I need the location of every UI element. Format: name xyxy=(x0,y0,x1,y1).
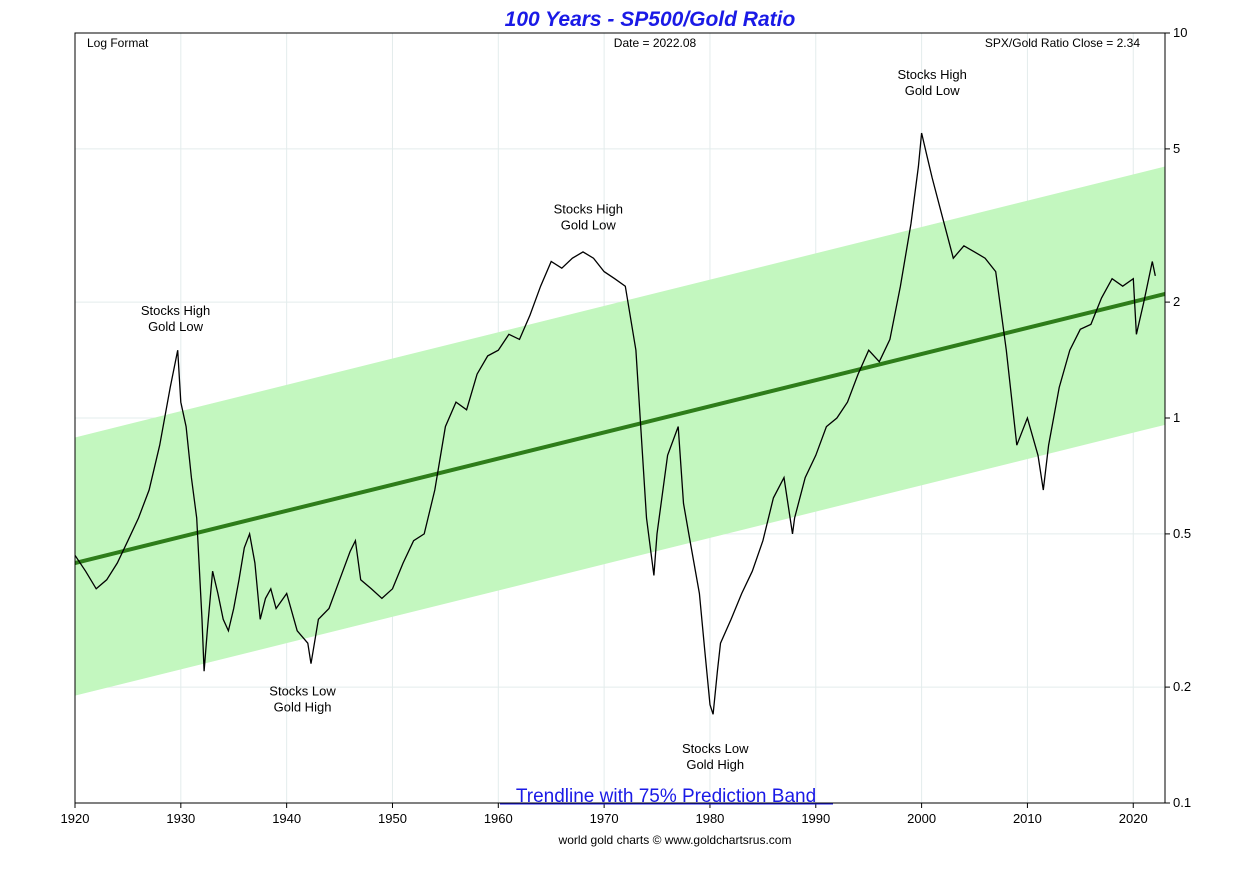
annotation-line2: Gold Low xyxy=(148,319,204,334)
y-tick-label: 2 xyxy=(1173,294,1180,309)
y-tick-label: 0.5 xyxy=(1173,526,1191,541)
x-tick-label: 1990 xyxy=(801,811,830,826)
x-tick-label: 2000 xyxy=(907,811,936,826)
x-tick-label: 1960 xyxy=(484,811,513,826)
close-value-label: SPX/Gold Ratio Close = 2.34 xyxy=(985,36,1140,50)
log-format-label: Log Format xyxy=(87,36,149,50)
footer-credit: world gold charts © www.goldchartsrus.co… xyxy=(558,833,792,847)
annotation-line1: Stocks Low xyxy=(682,741,749,756)
y-tick-label: 0.2 xyxy=(1173,679,1191,694)
annotation-line2: Gold Low xyxy=(561,217,617,232)
x-tick-label: 1950 xyxy=(378,811,407,826)
x-tick-label: 1920 xyxy=(61,811,90,826)
x-tick-label: 1930 xyxy=(166,811,195,826)
annotation-line1: Stocks High xyxy=(554,201,623,216)
x-tick-label: 2010 xyxy=(1013,811,1042,826)
annotation-line2: Gold High xyxy=(686,757,744,772)
chart-title: 100 Years - SP500/Gold Ratio xyxy=(505,8,796,31)
prediction-band xyxy=(75,166,1165,696)
y-tick-label: 5 xyxy=(1173,141,1180,156)
x-tick-label: 1980 xyxy=(695,811,724,826)
annotation-line1: Stocks High xyxy=(141,303,210,318)
ratio-series-line xyxy=(74,132,1156,715)
date-label: Date = 2022.08 xyxy=(614,36,697,50)
y-tick-label: 1 xyxy=(1173,410,1180,425)
x-tick-label: 1970 xyxy=(590,811,619,826)
y-axis: 0.1 0.2 0.5 1 2 5 10 xyxy=(1165,25,1191,810)
y-tick-label: 10 xyxy=(1173,25,1187,40)
trendline xyxy=(74,292,1166,565)
annotation-line2: Gold Low xyxy=(905,83,961,98)
annotation-line2: Gold High xyxy=(274,700,332,715)
annotation-line1: Stocks High xyxy=(897,67,966,82)
y-tick-label: 0.1 xyxy=(1173,795,1191,810)
legend-trendline-label: Trendline with 75% Prediction Band xyxy=(516,786,816,807)
x-tick-label: 2020 xyxy=(1119,811,1148,826)
x-tick-label: 1940 xyxy=(272,811,301,826)
annotation-line1: Stocks Low xyxy=(269,684,336,699)
x-axis: 1920 1930 1940 1950 1960 1970 1980 1990 2000 2010… xyxy=(61,803,1148,826)
